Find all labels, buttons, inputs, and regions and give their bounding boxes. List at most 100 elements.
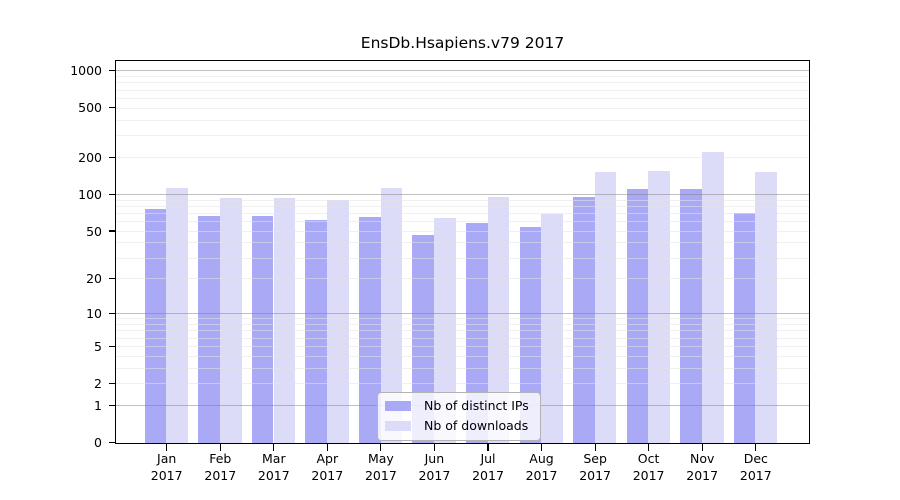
y-axis: 0 1 2 5 10 20 50 100 200 500 1000 [0,60,115,450]
x-label-year: 2017 [418,467,451,483]
x-tick-feb [219,444,221,451]
x-tick-label-nov: Nov 2017 [670,451,734,484]
y-tick-2 [108,382,115,385]
y-tick-label-100: 100 [78,186,102,202]
y-tick-label-1000: 1000 [70,63,102,79]
x-label-year: 2017 [579,467,611,483]
bar-downloads-apr [327,199,349,443]
bar-distinct-ips-jul [466,222,488,443]
y-tick-500 [108,107,115,109]
bars-layer [116,61,809,443]
y-tick-label-20: 20 [86,271,102,287]
x-tick-label-apr: Apr 2017 [295,451,359,484]
x-label-year: 2017 [632,467,665,483]
y-tick-1000 [108,70,115,72]
x-tick-sep [594,444,596,451]
x-tick-label-may: May 2017 [349,451,413,484]
x-tick-label-aug: Aug 2017 [510,451,574,484]
x-tick-apr [326,444,328,451]
bar-downloads-mar [273,197,296,443]
bar-distinct-ips-mar [251,215,274,443]
bar-distinct-ips-sep [573,196,595,443]
x-label-year: 2017 [257,467,290,483]
y-tick-20 [108,278,115,280]
x-label-year: 2017 [204,467,237,483]
bar-downloads-dec [755,172,778,443]
x-label-month: Sep [583,451,607,466]
bar-distinct-ips-oct [626,189,649,443]
bar-distinct-ips-may [358,216,381,443]
legend-swatch-downloads [385,420,411,432]
legend-label-distinct-ips: Nb of distinct IPs [424,398,529,413]
bar-downloads-oct [648,171,671,443]
y-tick-10 [108,313,115,315]
x-label-month: Feb [209,451,232,466]
bar-distinct-ips-aug [519,227,542,443]
bar-downloads-may [380,188,403,443]
y-tick-label-50: 50 [86,223,102,239]
x-label-year: 2017 [364,467,397,483]
x-label-year: 2017 [686,467,719,483]
x-label-month: May [367,451,394,466]
legend-label-downloads: Nb of downloads [424,418,529,433]
bar-distinct-ips-feb [198,215,220,443]
x-label-month: Jul [480,451,496,466]
x-label-year: 2017 [311,467,344,483]
y-tick-label-200: 200 [78,149,102,165]
x-tick-label-sep: Sep 2017 [563,451,627,484]
x-tick-label-mar: Mar 2017 [242,451,306,484]
x-tick-jan [166,444,168,451]
y-tick-label-10: 10 [86,306,102,322]
y-tick-label-0: 0 [94,435,102,451]
bar-distinct-ips-jun [412,234,435,443]
bar-downloads-aug [541,214,563,443]
bar-downloads-feb [219,197,242,443]
bar-downloads-sep [594,172,617,443]
y-tick-label-2: 2 [94,376,102,391]
x-tick-label-jun: Jun 2017 [402,451,466,484]
x-tick-label-oct: Oct 2017 [617,451,681,484]
x-tick-mar [273,444,275,451]
bar-distinct-ips-dec [733,213,756,443]
x-tick-nov [701,444,703,451]
x-label-month: Nov [689,451,715,466]
plot-area: Nb of distinct IPs Nb of downloads [115,60,810,444]
chart-title: EnsDb.Hsapiens.v79 2017 [360,34,565,52]
x-tick-label-dec: Dec 2017 [724,451,788,484]
x-label-month: Aug [529,451,554,466]
y-tick-label-500: 500 [78,100,102,116]
x-label-month: Oct [637,451,660,466]
x-label-month: Jan [157,451,177,466]
x-label-year: 2017 [525,467,558,483]
y-tick-label-1: 1 [94,397,102,413]
x-tick-jul [487,444,489,451]
x-label-month: Apr [316,451,339,466]
x-label-month: Mar [262,451,286,466]
y-tick-50 [108,230,115,232]
x-axis: Jan 2017 Feb 2017 Mar 2017 Apr 2017 May 2017 Jun 20… [115,444,810,496]
bar-downloads-jan [166,188,189,443]
legend-item-distinct-ips: Nb of distinct IPs [385,399,529,413]
bar-distinct-ips-apr [305,219,327,443]
legend: Nb of distinct IPs Nb of downloads [377,392,541,441]
x-label-year: 2017 [150,467,183,483]
x-tick-jun [433,444,435,451]
x-tick-dec [755,444,757,451]
bar-distinct-ips-jan [144,209,167,443]
bar-downloads-nov [701,151,724,443]
x-tick-oct [648,444,650,451]
y-tick-label-5: 5 [94,338,102,354]
x-tick-may [380,444,382,451]
y-tick-0 [108,442,115,444]
y-tick-5 [108,345,115,347]
x-tick-label-jan: Jan 2017 [135,451,199,484]
x-tick-label-feb: Feb 2017 [188,451,252,484]
x-label-month: Jun [424,451,445,466]
x-tick-label-jul: Jul 2017 [456,451,520,484]
legend-swatch-distinct-ips [385,400,411,412]
y-tick-200 [108,156,115,158]
y-tick-100 [108,193,115,195]
x-tick-aug [540,444,543,451]
legend-item-downloads: Nb of downloads [385,419,529,433]
